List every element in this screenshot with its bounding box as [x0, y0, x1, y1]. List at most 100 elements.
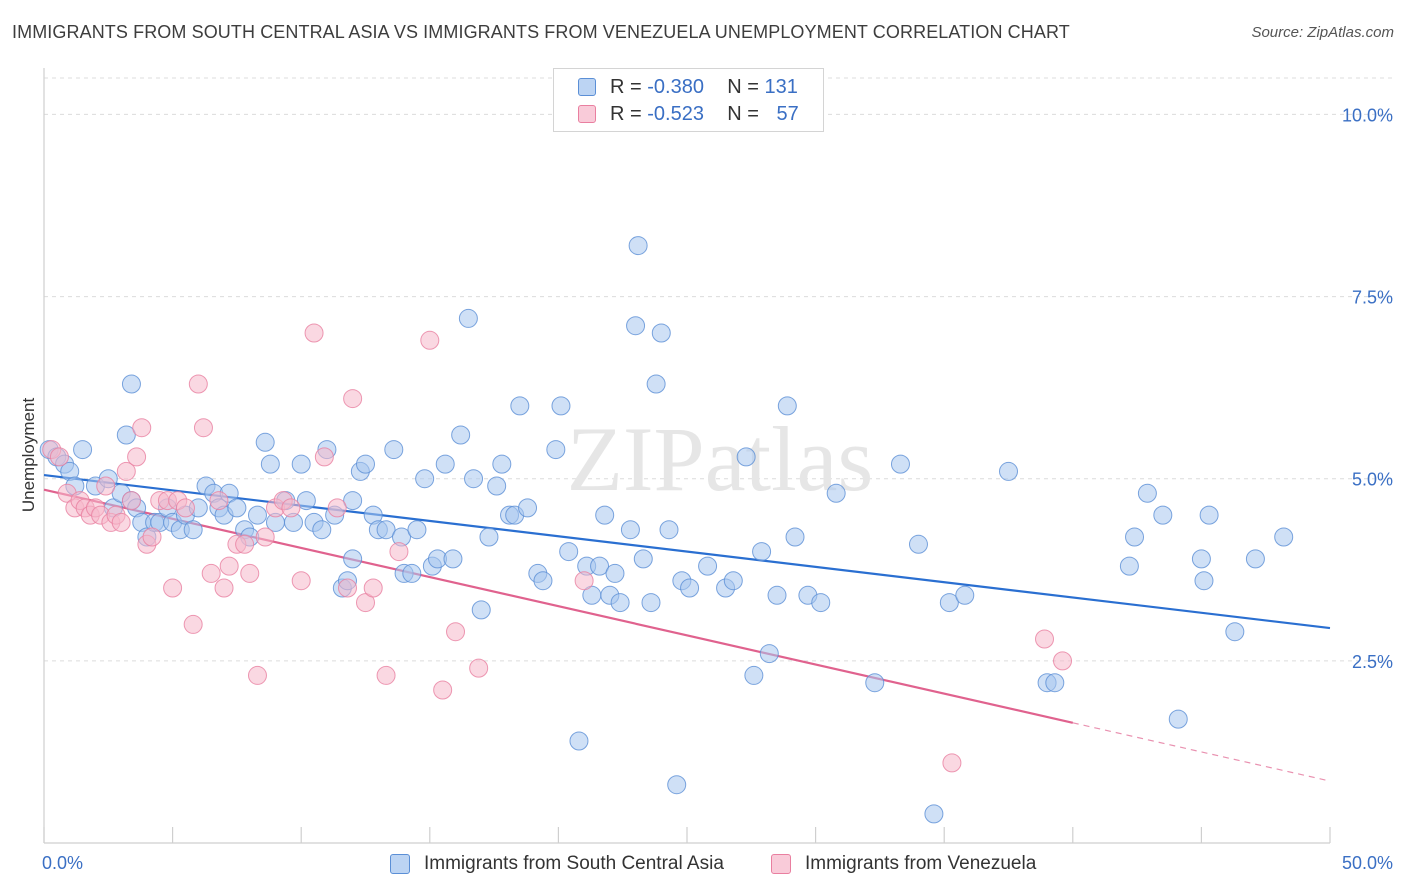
point-venezuela [389, 542, 409, 562]
point-south-central-asia [752, 542, 772, 562]
point-venezuela [446, 622, 466, 642]
y-tick-label: 2.5% [1352, 652, 1393, 672]
point-south-central-asia [759, 644, 779, 664]
point-south-central-asia [1199, 505, 1219, 525]
point-venezuela [240, 563, 260, 583]
point-venezuela [337, 578, 357, 598]
legend-n-value: 57 [776, 102, 799, 125]
x-tick-label: 0.0% [42, 853, 83, 873]
point-south-central-asia [641, 593, 661, 613]
point-south-central-asia [116, 425, 136, 445]
point-south-central-asia [1194, 571, 1214, 591]
point-venezuela [116, 461, 136, 481]
point-south-central-asia [955, 585, 975, 605]
point-south-central-asia [487, 476, 507, 496]
point-south-central-asia [1045, 673, 1065, 693]
point-south-central-asia [451, 425, 471, 445]
point-venezuela [201, 563, 221, 583]
watermark: ZIPatlas [567, 408, 874, 510]
point-south-central-asia [680, 578, 700, 598]
trend-line [43, 488, 1074, 724]
point-south-central-asia [255, 432, 275, 452]
point-south-central-asia [247, 505, 267, 525]
point-south-central-asia [999, 461, 1018, 481]
point-venezuela [291, 571, 311, 591]
bottom-legend-label: Immigrants from South Central Asia [424, 853, 724, 874]
point-south-central-asia [651, 323, 671, 343]
legend-n-label: N = [727, 75, 759, 98]
point-venezuela [1053, 651, 1073, 671]
point-venezuela [942, 753, 962, 773]
trend-line [43, 473, 1331, 630]
point-south-central-asia [183, 520, 203, 540]
legend-swatch-pink [578, 105, 596, 123]
point-south-central-asia [384, 440, 404, 460]
trend-line-extension [1072, 722, 1331, 782]
bottom-legend-item-south-central-asia: Immigrants from South Central Asia [390, 852, 724, 876]
point-south-central-asia [443, 549, 463, 569]
point-south-central-asia [646, 374, 666, 394]
legend-r-value: -0.380 [647, 75, 704, 98]
y-tick-label: 7.5% [1352, 288, 1393, 308]
point-south-central-asia [924, 804, 944, 824]
y-tick-label: 5.0% [1352, 470, 1393, 490]
data-points [39, 236, 1294, 824]
point-south-central-asia [376, 520, 396, 540]
point-venezuela [304, 323, 324, 343]
point-south-central-asia [569, 731, 589, 751]
legend-n-value: 131 [764, 75, 798, 98]
point-south-central-asia [890, 454, 910, 474]
point-south-central-asia [628, 236, 648, 256]
point-south-central-asia [865, 673, 885, 693]
legend-r-label: R = [610, 75, 642, 98]
point-south-central-asia [402, 563, 422, 583]
legend-r-value: -0.523 [647, 102, 704, 125]
point-south-central-asia [1245, 549, 1265, 569]
point-venezuela [420, 330, 440, 350]
bottom-legend-label: Immigrants from Venezuela [805, 853, 1037, 874]
point-south-central-asia [471, 600, 491, 620]
point-south-central-asia [551, 396, 571, 416]
point-venezuela [127, 447, 147, 467]
point-venezuela [343, 389, 363, 409]
point-south-central-asia [667, 775, 687, 795]
point-south-central-asia [343, 549, 363, 569]
point-venezuela [235, 534, 255, 554]
point-south-central-asia [518, 498, 538, 518]
point-south-central-asia [458, 308, 478, 328]
point-venezuela [163, 578, 183, 598]
point-south-central-asia [1137, 483, 1157, 503]
point-south-central-asia [736, 447, 756, 467]
legend-r-label: R = [610, 102, 642, 125]
point-south-central-asia [291, 454, 311, 474]
tick-labels: 2.5% 5.0% 7.5% 10.0% 0.0% 50.0% [42, 105, 1393, 873]
point-south-central-asia [121, 374, 141, 394]
point-south-central-asia [73, 440, 93, 460]
point-south-central-asia [343, 491, 363, 511]
source-label: Source: ZipAtlas.com [1251, 24, 1394, 41]
point-south-central-asia [620, 520, 640, 540]
point-south-central-asia [356, 454, 375, 474]
point-venezuela [209, 491, 229, 511]
point-south-central-asia [227, 498, 247, 518]
point-venezuela [183, 614, 203, 634]
point-venezuela [188, 374, 208, 394]
point-south-central-asia [546, 440, 566, 460]
bottom-legend-item-venezuela: Immigrants from Venezuela [771, 852, 1036, 876]
correlation-legend: R = -0.380 N = 131 R = -0.523 N = 57 [553, 68, 824, 132]
trend-lines [43, 473, 1331, 782]
point-venezuela [376, 665, 396, 685]
point-south-central-asia [435, 454, 455, 474]
chart-title: IMMIGRANTS FROM SOUTH CENTRAL ASIA VS IM… [12, 22, 1070, 42]
point-venezuela [327, 498, 347, 518]
point-venezuela [469, 658, 489, 678]
point-venezuela [1035, 629, 1055, 649]
point-south-central-asia [908, 534, 928, 554]
point-venezuela [142, 527, 162, 547]
point-south-central-asia [610, 593, 630, 613]
point-south-central-asia [590, 556, 610, 576]
point-south-central-asia [312, 520, 332, 540]
point-south-central-asia [510, 396, 530, 416]
point-venezuela [314, 447, 334, 467]
